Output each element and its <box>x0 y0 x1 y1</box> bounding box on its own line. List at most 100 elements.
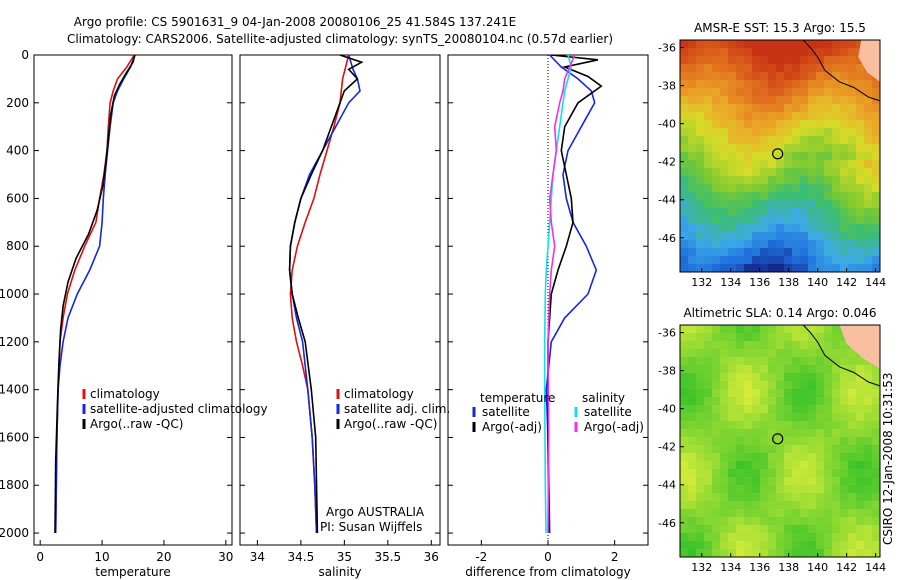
sla-map-cell <box>704 437 712 445</box>
sla-map-cell <box>808 453 816 461</box>
sla-map-cell <box>872 397 880 405</box>
sst-map-cell <box>736 160 744 168</box>
sst-map-cell <box>832 264 840 272</box>
difference-series-0 <box>545 54 598 534</box>
sst-map-cell <box>720 40 728 48</box>
sst-map-cell <box>712 144 720 152</box>
sst-map-cell <box>696 112 704 120</box>
sla-map-cell <box>840 533 848 541</box>
sst-map-cell <box>688 40 696 48</box>
sla-map-cell <box>848 461 856 469</box>
sla-map-cell <box>848 453 856 461</box>
sla-map-cell <box>680 381 688 389</box>
sst-map-cell <box>744 208 752 216</box>
sst-map-cell <box>720 48 728 56</box>
sst-map-cell <box>792 256 800 264</box>
sla-map-cell <box>856 549 864 557</box>
sst-map-cell <box>768 192 776 200</box>
sla-map-cell <box>832 341 840 349</box>
sla-map-cell <box>800 373 808 381</box>
sla-map-cell <box>720 509 728 517</box>
sst-map-cell <box>856 168 864 176</box>
sla-map-cell <box>824 365 832 373</box>
sla-map-cell <box>728 357 736 365</box>
sla-map-cell <box>760 541 768 549</box>
sst-map-cell <box>752 40 760 48</box>
sst-map-cell <box>848 88 856 96</box>
sla-map-cell <box>816 525 824 533</box>
sla-map-cell <box>704 357 712 365</box>
sla-map-cell <box>760 405 768 413</box>
sla-map-cell <box>712 341 720 349</box>
sst-map-cell <box>704 64 712 72</box>
sst-map-cell <box>832 192 840 200</box>
sst-map-cell <box>688 72 696 80</box>
sla-map-cell <box>728 533 736 541</box>
sst-map-cell <box>816 136 824 144</box>
sst-map-cell <box>792 56 800 64</box>
sst-map-cell <box>704 112 712 120</box>
sla-map-cell <box>808 341 816 349</box>
sst-map-cell <box>696 176 704 184</box>
sst-map-cell <box>712 160 720 168</box>
temperature-frame <box>33 54 233 546</box>
sst-map-cell <box>696 232 704 240</box>
sla-map-cell <box>776 437 784 445</box>
sst-map-cell <box>752 192 760 200</box>
sla-map-cell <box>824 373 832 381</box>
sla-map-cell <box>800 493 808 501</box>
sst-map-cell <box>696 216 704 224</box>
sla-map-cell <box>696 445 704 453</box>
sst-map-cell <box>688 120 696 128</box>
sla-map-cell <box>704 453 712 461</box>
sst-map-cell <box>784 64 792 72</box>
sst-map-cell <box>760 56 768 64</box>
sla-map-cell <box>800 501 808 509</box>
sst-map-cell <box>768 144 776 152</box>
sla-map-cell <box>816 341 824 349</box>
sst-map-cell <box>720 176 728 184</box>
sst-map-cell <box>768 200 776 208</box>
sla-map-cell <box>760 421 768 429</box>
sla-map-cell <box>832 549 840 557</box>
sla-map-cell <box>856 525 864 533</box>
sla-map-cell <box>848 373 856 381</box>
sst-map-cell <box>688 152 696 160</box>
sla-map-cell <box>808 389 816 397</box>
sst-map-cell <box>776 176 784 184</box>
sla-map-cell <box>800 437 808 445</box>
sla-map-cell <box>688 349 696 357</box>
sla-map-cell <box>864 389 872 397</box>
sla-map-cell <box>784 405 792 413</box>
temperature-series-0 <box>54 54 135 534</box>
sla-map-cell <box>736 541 744 549</box>
sst-map-cell <box>776 96 784 104</box>
sla-map-cell <box>736 501 744 509</box>
sla-map-cell <box>856 533 864 541</box>
sla-map-cell <box>816 509 824 517</box>
sst-map-cell <box>744 80 752 88</box>
sla-map-cell <box>776 453 784 461</box>
sst-map-cell <box>784 72 792 80</box>
sst-map-cell <box>840 256 848 264</box>
sst-map-cell <box>784 224 792 232</box>
sst-map-cell <box>848 192 856 200</box>
sla-map-cell <box>784 365 792 373</box>
sla-map-cell <box>720 493 728 501</box>
sla-map-cell <box>744 357 752 365</box>
sla-map-cell <box>864 421 872 429</box>
sst-map-cell <box>816 128 824 136</box>
sla-map-cell <box>848 381 856 389</box>
sla-map-cell <box>808 357 816 365</box>
sst-map-cell <box>824 112 832 120</box>
sla-map-cell <box>688 389 696 397</box>
sla-map-frame <box>679 324 881 558</box>
sla-map-cell <box>856 357 864 365</box>
sst-map-cell <box>704 208 712 216</box>
sla-map-cell <box>688 341 696 349</box>
salinity-annotation: PI: Susan Wijffels <box>320 520 422 534</box>
sla-map-cell <box>768 525 776 533</box>
sst-map-cell <box>784 168 792 176</box>
sla-map-cell <box>872 453 880 461</box>
